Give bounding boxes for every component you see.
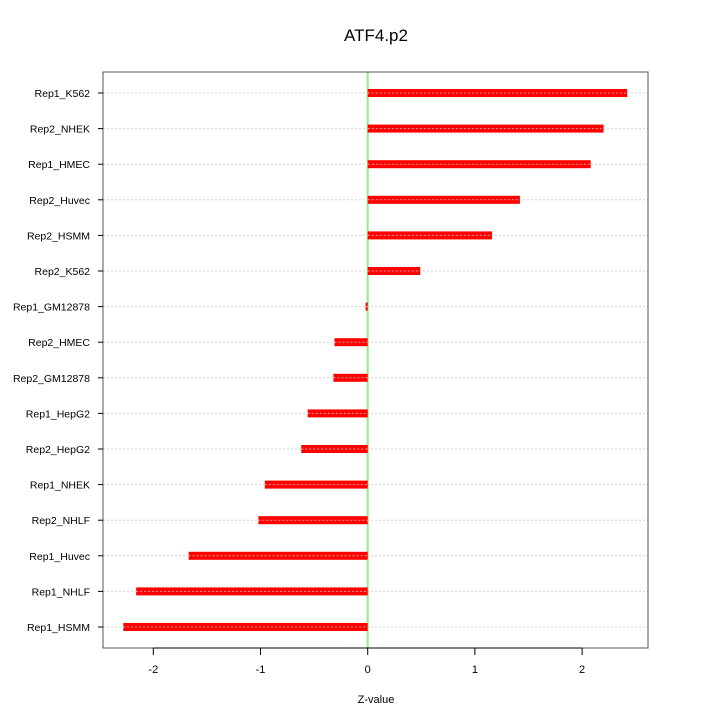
y-tick-label: Rep2_GM12878: [13, 373, 90, 385]
y-tick-label: Rep2_Huvec: [29, 195, 90, 207]
plot-frame: [102, 71, 649, 649]
bar-Rep1_NHEK: [264, 480, 368, 489]
y-tick-label: Rep1_HSMM: [27, 622, 90, 634]
y-tick-label: Rep2_HSMM: [27, 230, 90, 242]
y-tick-label: Rep1_Huvec: [29, 551, 90, 563]
bar-Rep1_HMEC: [367, 160, 591, 169]
x-tick-label: -2: [148, 664, 158, 676]
y-tick-label: Rep1_HepG2: [26, 408, 90, 420]
chart-title: ATF4.p2: [344, 26, 408, 45]
y-tick-label: Rep1_NHLF: [32, 586, 90, 598]
y-tick-label: Rep2_NHLF: [32, 515, 90, 527]
y-tick-label: Rep2_NHEK: [30, 124, 90, 136]
bar-Rep2_NHLF: [258, 516, 368, 525]
bar-Rep1_NHLF: [136, 587, 368, 596]
y-tick-label: Rep2_HMEC: [28, 337, 90, 349]
x-tick-label: 1: [472, 664, 478, 676]
x-tick-label: 0: [365, 664, 371, 676]
bar-Rep1_HepG2: [307, 409, 368, 418]
y-tick-label: Rep1_GM12878: [13, 302, 90, 314]
bar-Rep2_HSMM: [367, 231, 493, 240]
bar-Rep2_K562: [367, 267, 421, 275]
y-tick-label: Rep2_HepG2: [26, 444, 90, 456]
y-tick-label: Rep1_K562: [35, 88, 91, 100]
x-tick-label: -1: [256, 664, 266, 676]
x-tick-label: 2: [579, 664, 585, 676]
y-tick-label: Rep1_NHEK: [30, 480, 90, 492]
y-tick-label: Rep2_K562: [35, 266, 91, 278]
x-axis-label: Z-value: [358, 694, 395, 706]
bar-Rep1_HSMM: [123, 623, 368, 631]
y-tick-label: Rep1_HMEC: [28, 159, 90, 171]
